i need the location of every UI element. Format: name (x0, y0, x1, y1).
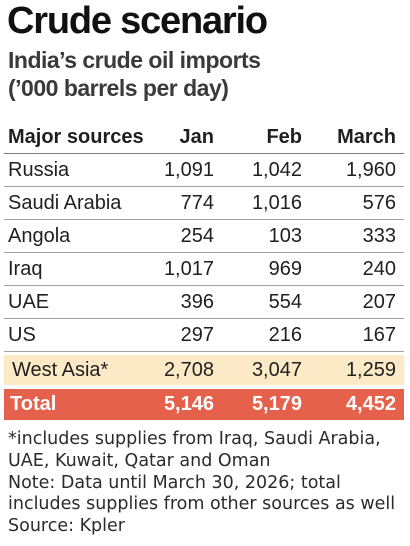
footnote-line: Note: Data until March 30, 2026; total (8, 472, 341, 493)
value-march: 576 (362, 192, 396, 214)
table-row: Saudi Arabia 774 1,016 576 (4, 187, 404, 220)
column-header-march: March (337, 126, 396, 148)
total-row: Total 5,146 5,179 4,452 (4, 389, 404, 420)
footnote-line: Source: Kpler (8, 516, 125, 536)
table-row: Russia 1,091 1,042 1,960 (4, 154, 404, 187)
value-jan: 2,708 (163, 359, 214, 381)
row-label: US (8, 324, 36, 346)
row-label: UAE (8, 291, 50, 313)
value-march: 1,960 (345, 159, 396, 181)
highlight-row: West Asia* 2,708 3,047 1,259 (4, 355, 404, 385)
value-feb: 554 (268, 291, 302, 313)
chart-subtitle: India’s crude oil imports (’000 barrels … (8, 46, 402, 102)
column-header-source: Major sources (8, 126, 144, 148)
table-row: Iraq 1,017 969 240 (4, 253, 404, 286)
value-feb: 1,016 (251, 192, 302, 214)
row-label: Total (10, 393, 57, 415)
value-feb: 5,179 (251, 393, 302, 415)
table-row: UAE 396 554 207 (4, 286, 404, 319)
value-jan: 1,017 (163, 258, 214, 280)
table-header-row: Major sources Jan Feb March (4, 121, 404, 154)
table-body: Russia 1,091 1,042 1,960 Saudi Arabia 774 1,01… (4, 154, 404, 352)
footnote-line: *includes supplies from Iraq, Saudi Arab… (8, 429, 381, 449)
value-feb: 1,042 (251, 159, 302, 181)
column-header-jan: Jan (179, 126, 214, 148)
value-jan: 396 (180, 291, 214, 313)
value-march: 333 (362, 225, 396, 247)
subtitle-line: (’000 barrels per day) (8, 75, 229, 101)
value-feb: 103 (268, 225, 302, 247)
footnotes: *includes supplies from Iraq, Saudi Arab… (8, 429, 406, 538)
value-jan: 1,091 (163, 159, 214, 181)
row-label: West Asia* (12, 359, 109, 381)
table-row: Angola 254 103 333 (4, 220, 404, 253)
imports-table: Major sources Jan Feb March Russia 1,091 1… (4, 121, 404, 420)
footnote-line: includes supplies from other sources as … (8, 494, 396, 515)
row-label: Saudi Arabia (8, 192, 122, 214)
value-jan: 774 (180, 192, 214, 214)
value-march: 207 (362, 291, 396, 313)
value-feb: 969 (268, 258, 302, 280)
value-march: 4,452 (345, 393, 396, 415)
column-header-feb: Feb (266, 126, 302, 148)
row-label: Russia (8, 159, 70, 181)
value-march: 167 (362, 324, 396, 346)
value-feb: 216 (268, 324, 302, 346)
value-jan: 5,146 (163, 393, 214, 415)
table-summary: West Asia* 2,708 3,047 1,259 Total 5,146 5,179… (4, 355, 404, 420)
value-jan: 254 (180, 225, 214, 247)
value-feb: 3,047 (251, 359, 302, 381)
chart-title: Crude scenario (7, 0, 268, 42)
footnote-line: UAE, Kuwait, Qatar and Oman (8, 450, 271, 471)
value-jan: 297 (180, 324, 214, 346)
value-march: 1,259 (345, 359, 396, 381)
value-march: 240 (362, 258, 396, 280)
table-row: US 297 216 167 (4, 319, 404, 352)
row-label: Iraq (8, 258, 43, 280)
subtitle-line: India’s crude oil imports (8, 47, 261, 73)
row-label: Angola (8, 225, 71, 247)
